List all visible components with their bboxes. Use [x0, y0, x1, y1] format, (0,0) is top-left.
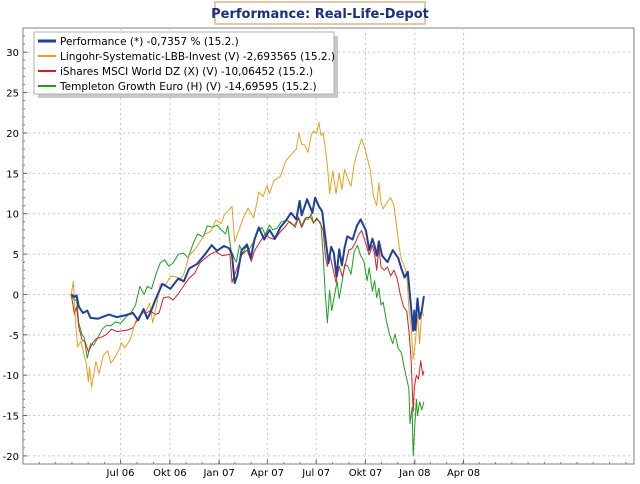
series-line-2 [70, 216, 425, 412]
axes: -20 -15 -10 -5 0 5 10 15 20 25 30 Jul 06 Okt 06 Jan 0… [3, 27, 627, 479]
y-tick-label: 15 [6, 169, 19, 180]
series-line-1 [70, 122, 425, 388]
series-line-3 [70, 213, 425, 457]
y-tick-label: 5 [13, 250, 19, 261]
y-tick-label: -5 [9, 331, 19, 342]
y-tick-label: 10 [6, 210, 19, 221]
chart-title-box: Performance: Real-Life-Depot [211, 1, 429, 25]
y-tick-label: -20 [3, 452, 19, 463]
chart-title: Performance: Real-Life-Depot [211, 7, 429, 22]
x-tick-label: Okt 07 [349, 468, 383, 479]
y-tick-label: 30 [6, 48, 19, 59]
x-tick-label: Jul 07 [301, 468, 330, 479]
x-tick-label: Jan 08 [398, 468, 430, 479]
legend-label-2: iShares MSCI World DZ (X) (V) -10,06452 … [60, 66, 313, 78]
legend-label-3: Templeton Growth Euro (H) (V) -14,69595 … [59, 81, 317, 93]
y-tick-label: -10 [3, 371, 19, 382]
x-tick-label: Apr 08 [447, 468, 480, 479]
x-tick-label: Jul 06 [106, 468, 135, 479]
legend-box [33, 31, 335, 95]
y-tick-label: 0 [13, 290, 19, 301]
legend-label-1: Lingohr-Systematic-LBB-Invest (V) -2,693… [60, 51, 335, 63]
legend: Performance (*) -0,7357 % (15.2.) Lingohr… [33, 31, 338, 98]
y-tick-label: 25 [6, 89, 19, 100]
y-tick-label: 20 [6, 129, 19, 140]
x-tick-label: Okt 06 [153, 468, 187, 479]
legend-label-0: Performance (*) -0,7357 % (15.2.) [60, 36, 239, 48]
series-line-0 [70, 196, 425, 332]
x-tick-label: Jan 07 [202, 468, 234, 479]
plot-area [22, 27, 635, 465]
series-lines [70, 122, 425, 457]
y-tick-label: -15 [3, 412, 19, 423]
x-tick-label: Apr 07 [251, 468, 284, 479]
